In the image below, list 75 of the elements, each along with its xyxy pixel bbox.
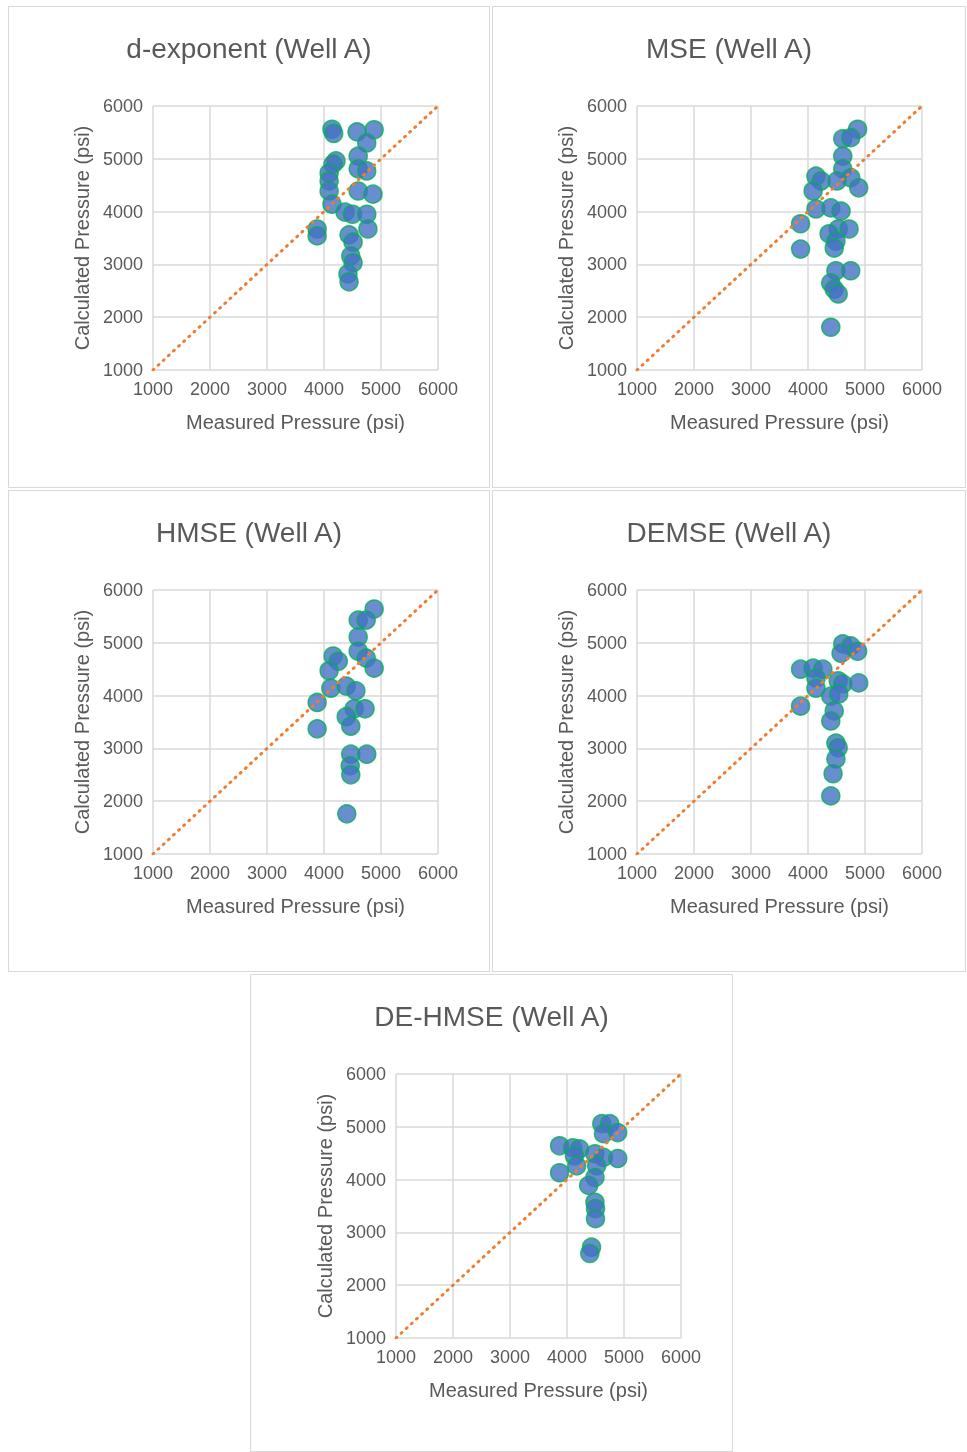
x-tick-label: 5000 — [844, 863, 886, 883]
y-tick-label: 1000 — [102, 844, 143, 864]
y-tick-label: 4000 — [586, 685, 627, 706]
y-tick-label: 3000 — [345, 1222, 386, 1243]
y-tick-label: 4000 — [345, 1169, 386, 1190]
x-axis-title: Measured Pressure (psi) — [670, 895, 889, 917]
x-tick-label: 2000 — [189, 379, 231, 399]
y-tick-label: 6000 — [102, 96, 143, 116]
x-tick-label: 3000 — [489, 1347, 531, 1367]
y-tick-label: 5000 — [586, 148, 627, 169]
y-axis-title: Calculated Pressure (psi) — [314, 1093, 337, 1319]
x-tick-label: 3000 — [246, 379, 288, 399]
y-tick-label: 2000 — [586, 307, 627, 328]
x-tick-label: 1000 — [132, 379, 174, 399]
y-axis-title: Calculated Pressure (psi) — [555, 609, 578, 835]
x-tick-label: 1000 — [616, 863, 658, 883]
y-axis-title: Calculated Pressure (psi) — [71, 125, 94, 351]
y-tick-label: 2000 — [102, 307, 143, 328]
x-tick-label: 4000 — [546, 1347, 588, 1367]
x-tick-label: 6000 — [660, 1347, 702, 1367]
y-tick-label: 5000 — [586, 632, 627, 653]
y-tick-label: 2000 — [345, 1275, 386, 1296]
y-tick-label: 6000 — [586, 96, 627, 116]
y-tick-label: 5000 — [102, 148, 143, 169]
x-tick-label: 4000 — [303, 863, 345, 883]
x-tick-label: 3000 — [730, 863, 772, 883]
y-tick-label: 3000 — [102, 738, 143, 759]
x-tick-label: 1000 — [375, 1347, 417, 1367]
y-tick-label: 4000 — [102, 201, 143, 222]
x-tick-label: 3000 — [730, 379, 772, 399]
x-tick-label: 2000 — [432, 1347, 474, 1367]
chart-title: DEMSE (Well A) — [626, 516, 832, 548]
x-tick-label: 2000 — [673, 863, 715, 883]
x-tick-label: 1000 — [616, 379, 658, 399]
x-tick-label: 4000 — [303, 379, 345, 399]
x-tick-label: 3000 — [246, 863, 288, 883]
x-axis-title: Measured Pressure (psi) — [186, 895, 405, 917]
y-tick-label: 6000 — [586, 580, 627, 600]
chart-title: MSE (Well A) — [646, 32, 812, 64]
y-tick-label: 1000 — [586, 844, 627, 864]
y-tick-label: 2000 — [102, 791, 143, 812]
x-tick-label: 6000 — [417, 863, 459, 883]
y-tick-label: 2000 — [586, 791, 627, 812]
y-tick-label: 5000 — [345, 1116, 386, 1137]
y-tick-label: 3000 — [102, 254, 143, 275]
x-tick-label: 5000 — [360, 863, 402, 883]
chart-title: HMSE (Well A) — [155, 516, 343, 548]
y-tick-label: 1000 — [345, 1328, 386, 1348]
x-tick-label: 6000 — [901, 379, 943, 399]
x-tick-label: 5000 — [603, 1347, 645, 1367]
x-tick-label: 2000 — [189, 863, 231, 883]
y-tick-label: 4000 — [586, 201, 627, 222]
x-tick-label: 1000 — [132, 863, 174, 883]
y-axis-title: Calculated Pressure (psi) — [555, 125, 578, 351]
chart-title: DE-HMSE (Well A) — [374, 1000, 609, 1032]
x-axis-title: Measured Pressure (psi) — [670, 411, 889, 433]
x-tick-label: 5000 — [360, 379, 402, 399]
chart-title: d-exponent (Well A) — [126, 32, 372, 64]
y-tick-label: 4000 — [102, 685, 143, 706]
y-tick-label: 3000 — [586, 738, 627, 759]
x-axis-title: Measured Pressure (psi) — [429, 1379, 648, 1401]
y-tick-label: 5000 — [102, 632, 143, 653]
y-tick-label: 6000 — [345, 1064, 386, 1084]
y-tick-label: 3000 — [586, 254, 627, 275]
x-tick-label: 4000 — [787, 379, 829, 399]
x-tick-label: 6000 — [901, 863, 943, 883]
x-tick-label: 2000 — [673, 379, 715, 399]
x-tick-label: 6000 — [417, 379, 459, 399]
y-axis-title: Calculated Pressure (psi) — [71, 609, 94, 835]
y-tick-label: 1000 — [586, 360, 627, 380]
x-tick-label: 5000 — [844, 379, 886, 399]
x-axis-title: Measured Pressure (psi) — [186, 411, 405, 433]
y-tick-label: 6000 — [102, 580, 143, 600]
y-tick-label: 1000 — [102, 360, 143, 380]
x-tick-label: 4000 — [787, 863, 829, 883]
